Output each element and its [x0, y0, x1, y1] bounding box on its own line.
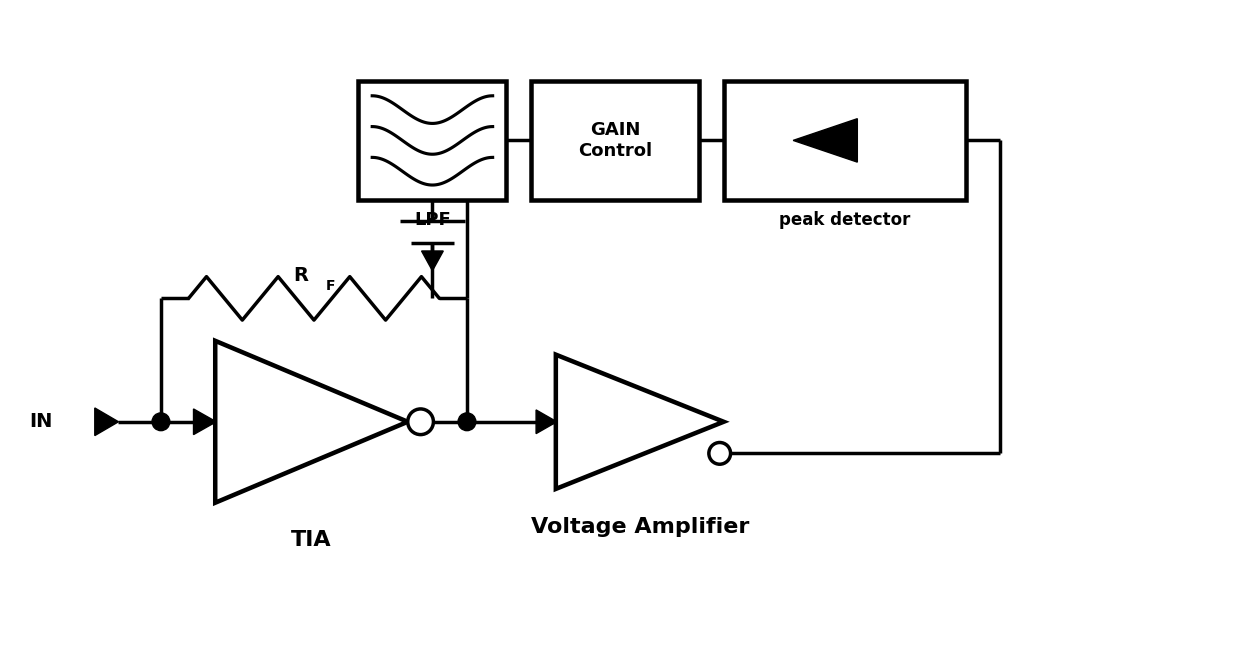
- Polygon shape: [422, 251, 443, 271]
- FancyBboxPatch shape: [531, 81, 699, 200]
- Text: F: F: [326, 279, 336, 293]
- FancyBboxPatch shape: [724, 81, 966, 200]
- Circle shape: [458, 413, 476, 431]
- Polygon shape: [536, 410, 557, 434]
- Text: IN: IN: [30, 412, 53, 431]
- Polygon shape: [94, 408, 119, 436]
- Polygon shape: [794, 119, 857, 162]
- Text: GAIN
Control: GAIN Control: [578, 121, 652, 160]
- Text: R: R: [293, 266, 308, 285]
- Text: LPF: LPF: [414, 212, 451, 229]
- Polygon shape: [193, 409, 216, 435]
- Text: Voltage Amplifier: Voltage Amplifier: [531, 517, 749, 537]
- Circle shape: [153, 413, 170, 431]
- Text: peak detector: peak detector: [779, 212, 910, 229]
- Circle shape: [408, 409, 434, 435]
- Text: TIA: TIA: [290, 530, 331, 550]
- Polygon shape: [556, 355, 724, 489]
- FancyBboxPatch shape: [358, 81, 506, 200]
- Polygon shape: [216, 341, 408, 503]
- Circle shape: [709, 443, 730, 464]
